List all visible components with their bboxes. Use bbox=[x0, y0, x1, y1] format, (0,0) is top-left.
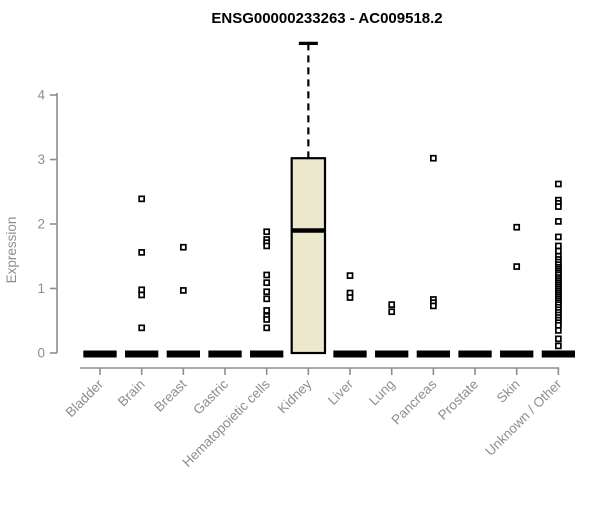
outlier-point bbox=[179, 287, 187, 294]
x-tick-label: Skin bbox=[494, 377, 523, 406]
outlier-point bbox=[263, 288, 271, 296]
outlier-point bbox=[263, 228, 271, 236]
outlier-point bbox=[388, 308, 396, 316]
outlier-point bbox=[263, 295, 271, 303]
y-tick-label: 0 bbox=[37, 346, 45, 361]
x-tick-label: Bladder bbox=[63, 376, 107, 420]
y-tick-label: 3 bbox=[37, 152, 45, 167]
x-tick-label: Lung bbox=[366, 377, 398, 409]
outlier-point bbox=[263, 324, 271, 332]
x-tick-label: Breast bbox=[151, 376, 189, 414]
chart-title: ENSG00000233263 - AC009518.2 bbox=[211, 10, 442, 27]
y-tick-label: 2 bbox=[37, 217, 45, 232]
outlier-point bbox=[513, 223, 521, 231]
outlier-point bbox=[263, 279, 271, 287]
collapsed-box-1 bbox=[125, 350, 159, 358]
x-tick-label: Gastric bbox=[190, 376, 231, 417]
outlier-point bbox=[555, 242, 562, 250]
collapsed-box-2 bbox=[166, 350, 200, 358]
collapsed-box-6 bbox=[333, 350, 367, 358]
outlier-point bbox=[513, 263, 521, 270]
outlier-point bbox=[138, 291, 146, 299]
y-tick-label: 1 bbox=[37, 281, 45, 296]
collapsed-box-0 bbox=[83, 350, 117, 358]
collapsed-box-10 bbox=[500, 350, 534, 358]
outlier-point bbox=[263, 316, 271, 323]
y-axis: 0 1 2 3 4 bbox=[37, 88, 58, 361]
outlier-point bbox=[138, 324, 146, 332]
outlier-point bbox=[138, 195, 146, 203]
outlier-point bbox=[430, 154, 437, 162]
outlier-point bbox=[555, 203, 562, 210]
outlier-point bbox=[263, 271, 271, 279]
outlier-point bbox=[555, 180, 562, 188]
outlier-point bbox=[555, 218, 562, 225]
outlier-point bbox=[555, 247, 562, 255]
x-tick-label: Unknown / Other bbox=[482, 376, 565, 459]
outlier-point bbox=[179, 243, 187, 251]
y-axis-title: Expression bbox=[4, 217, 19, 284]
outlier-point bbox=[263, 242, 271, 250]
y-tick-label: 4 bbox=[37, 88, 45, 103]
outlier-points bbox=[138, 154, 562, 350]
collapsed-box-8 bbox=[416, 350, 451, 358]
collapsed-box-9 bbox=[458, 350, 492, 358]
collapsed-box-3 bbox=[208, 350, 242, 358]
outlier-point bbox=[138, 286, 146, 294]
boxplot-boxes bbox=[83, 41, 576, 358]
outlier-point bbox=[555, 321, 562, 329]
x-tick-label: Brain bbox=[115, 377, 148, 410]
box-5 bbox=[290, 157, 327, 355]
outlier-point bbox=[138, 249, 146, 256]
outlier-point bbox=[388, 301, 396, 308]
collapsed-box-11 bbox=[541, 350, 576, 358]
outlier-point bbox=[346, 294, 354, 301]
outlier-point bbox=[555, 342, 562, 350]
outlier-point bbox=[263, 307, 271, 314]
outlier-point bbox=[555, 327, 562, 334]
x-tick-label: Liver bbox=[325, 376, 357, 408]
x-tick-label: Prostate bbox=[435, 377, 481, 423]
outlier-point bbox=[346, 272, 354, 279]
collapsed-box-4 bbox=[250, 350, 284, 358]
outlier-point bbox=[555, 233, 562, 241]
x-tick-label: Pancreas bbox=[389, 376, 440, 427]
outlier-point bbox=[430, 302, 437, 310]
outlier-point bbox=[555, 335, 562, 343]
collapsed-box-7 bbox=[375, 350, 409, 358]
x-tick-label: Kidney bbox=[275, 376, 315, 416]
